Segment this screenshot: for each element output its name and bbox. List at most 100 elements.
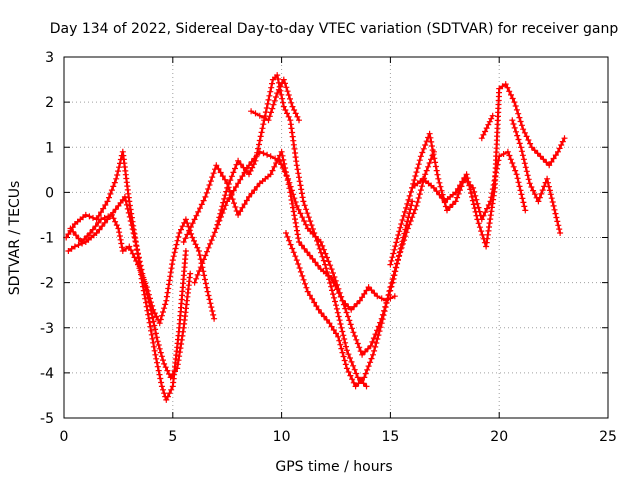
plus-marker (423, 138, 430, 145)
plus-marker (387, 284, 394, 291)
plus-marker (217, 210, 224, 217)
plus-marker (372, 343, 379, 350)
plus-marker (108, 187, 115, 194)
plus-marker (335, 285, 342, 292)
plus-marker (162, 364, 169, 371)
plus-marker (105, 213, 112, 220)
plus-marker (224, 184, 231, 191)
plus-marker (338, 324, 345, 331)
plus-marker (423, 167, 430, 174)
plus-marker (176, 230, 183, 236)
plus-marker (313, 303, 320, 310)
plus-marker (189, 220, 196, 227)
plus-marker (241, 201, 248, 208)
plus-marker (444, 207, 450, 214)
plus-marker (182, 248, 189, 254)
plus-marker (417, 153, 424, 160)
plus-marker (146, 319, 153, 326)
plus-marker (166, 277, 173, 284)
plus-marker (531, 147, 538, 154)
plus-marker (124, 205, 131, 212)
plus-marker (276, 157, 283, 164)
plus-marker (408, 202, 415, 209)
plus-marker (358, 377, 365, 384)
plus-marker (166, 390, 173, 397)
plus-marker (342, 361, 349, 368)
plus-marker (342, 339, 349, 346)
plus-marker (422, 142, 429, 148)
plus-marker (520, 156, 527, 163)
plus-marker (213, 162, 220, 169)
plus-marker (267, 171, 274, 178)
plus-marker (509, 160, 516, 166)
plus-marker (230, 187, 237, 194)
plus-marker (325, 258, 332, 265)
plus-marker (422, 171, 429, 178)
plus-marker (403, 204, 410, 211)
plus-marker (145, 291, 152, 298)
plus-marker (521, 203, 528, 210)
plus-marker (558, 142, 565, 148)
plus-marker (509, 117, 516, 124)
plus-marker (321, 313, 327, 320)
plus-marker (210, 311, 217, 318)
plus-marker (399, 240, 406, 247)
plus-marker (331, 294, 337, 301)
plus-marker (377, 324, 384, 331)
plus-marker (391, 293, 398, 300)
plus-marker (176, 353, 183, 360)
plus-marker (322, 250, 329, 257)
plus-marker (288, 99, 295, 106)
plus-marker (348, 358, 355, 365)
plus-marker (268, 84, 275, 91)
plus-marker (285, 113, 292, 120)
plus-marker (161, 360, 168, 367)
plus-marker (144, 287, 151, 294)
plus-marker (248, 190, 255, 197)
plus-marker (510, 163, 517, 170)
plus-marker (239, 204, 246, 211)
plus-marker (537, 153, 544, 160)
plus-marker (345, 369, 352, 375)
plus-marker (374, 293, 381, 300)
plus-marker (263, 105, 270, 111)
plus-marker (112, 206, 119, 213)
plus-marker (359, 294, 366, 301)
plus-marker (155, 342, 162, 348)
plus-marker (129, 250, 136, 257)
plus-marker (291, 195, 298, 202)
plus-marker (356, 344, 363, 351)
plus-marker (556, 145, 563, 152)
plus-marker (384, 296, 391, 303)
plus-marker (511, 124, 518, 131)
y-axis-label: SDTVAR / TECUs (7, 181, 23, 296)
plus-marker (182, 235, 189, 242)
plus-marker (406, 221, 413, 228)
plus-marker (442, 203, 449, 210)
plus-marker (419, 149, 426, 156)
plus-marker (116, 164, 122, 171)
plus-marker (65, 248, 72, 254)
plus-marker (299, 272, 306, 279)
plus-marker (219, 173, 226, 180)
plus-marker (467, 186, 474, 193)
plus-marker (278, 161, 285, 168)
plus-marker (427, 134, 434, 141)
plus-marker (164, 393, 171, 400)
plus-marker (99, 223, 106, 230)
plus-marker (431, 155, 438, 162)
plus-marker (153, 334, 160, 341)
plus-marker (464, 175, 471, 182)
plus-marker (125, 209, 132, 216)
plus-marker (98, 216, 104, 223)
plus-marker (513, 128, 519, 135)
plus-marker (519, 152, 526, 159)
plus-marker (301, 202, 308, 209)
plus-marker (149, 314, 156, 321)
plus-marker (306, 252, 313, 259)
plus-marker (328, 323, 335, 330)
plus-marker (100, 205, 107, 212)
plus-marker (296, 117, 302, 124)
plus-marker (409, 214, 416, 221)
satellite-track-11-markers (478, 112, 496, 142)
